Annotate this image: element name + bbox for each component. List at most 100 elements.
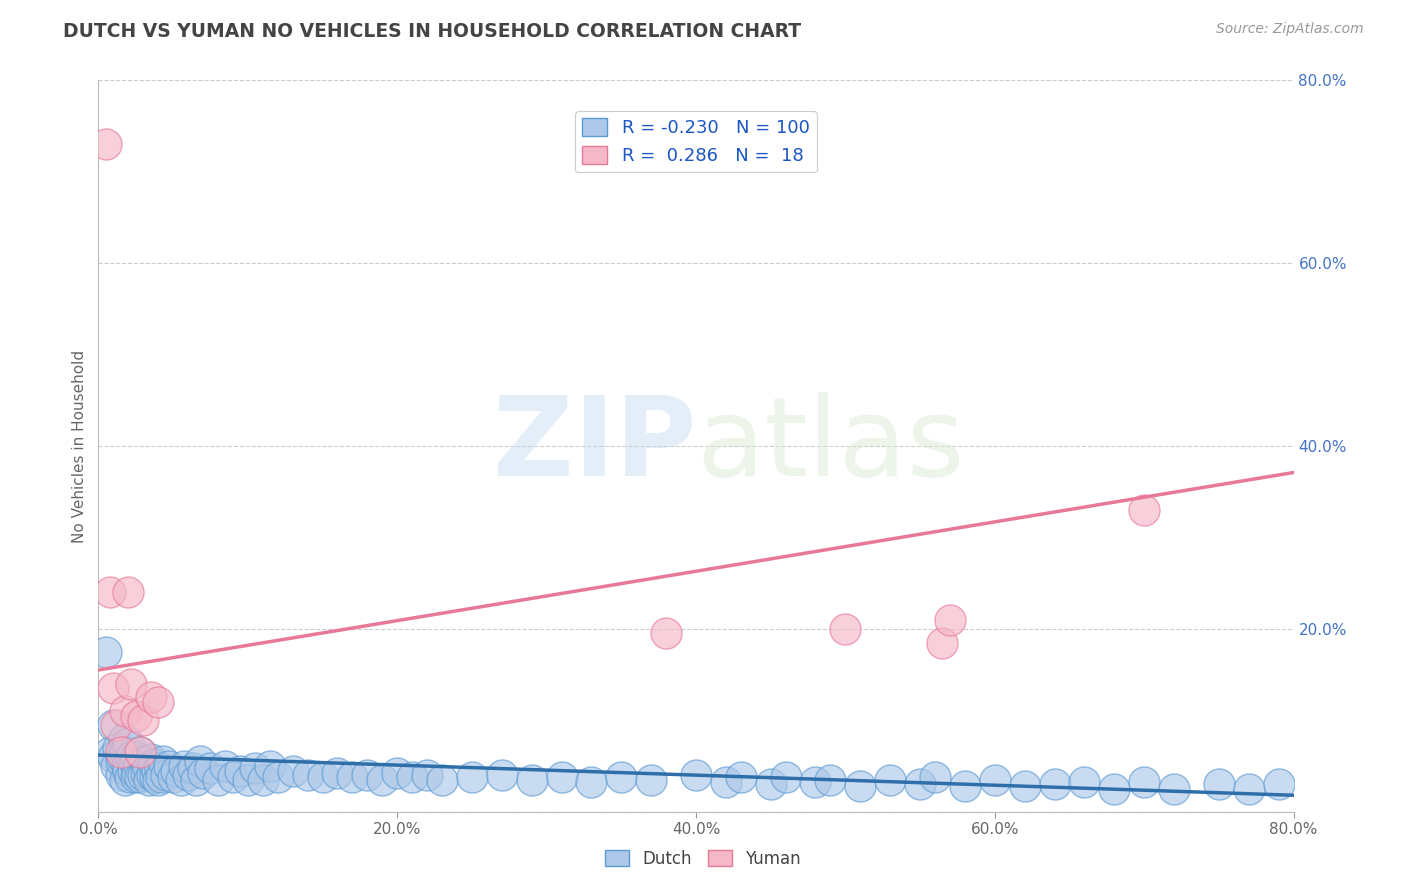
Point: [326, 766, 349, 780]
Point: [105, 718, 128, 732]
Point: [520, 772, 543, 787]
Point: [152, 755, 174, 769]
Point: [121, 764, 143, 778]
Point: [984, 772, 1007, 787]
Point: [252, 772, 274, 787]
Point: [129, 745, 152, 759]
Point: [267, 770, 290, 784]
Point: [132, 768, 155, 782]
Point: [245, 761, 267, 775]
Point: [124, 755, 146, 769]
Point: [1073, 775, 1095, 789]
Point: [1267, 777, 1289, 791]
Point: [401, 770, 423, 784]
Point: [297, 768, 319, 782]
Point: [149, 761, 172, 775]
Point: [138, 772, 160, 787]
Point: [1163, 781, 1185, 796]
Point: [1133, 775, 1156, 789]
Point: [98, 745, 122, 759]
Point: [110, 755, 132, 769]
Point: [730, 770, 752, 784]
Point: [849, 779, 872, 793]
Text: atlas: atlas: [696, 392, 965, 500]
Point: [169, 772, 191, 787]
Point: [103, 749, 125, 764]
Point: [94, 645, 117, 659]
Legend: R = -0.230   N = 100, R =  0.286   N =  18: R = -0.230 N = 100, R = 0.286 N = 18: [575, 112, 817, 172]
Point: [125, 749, 148, 764]
Point: [655, 626, 678, 640]
Point: [834, 622, 856, 636]
Legend: Dutch, Yuman: Dutch, Yuman: [599, 844, 807, 875]
Point: [385, 766, 409, 780]
Point: [177, 768, 200, 782]
Point: [148, 695, 170, 709]
Point: [1104, 781, 1126, 796]
Point: [229, 764, 252, 778]
Point: [103, 718, 125, 732]
Point: [134, 755, 156, 769]
Point: [105, 759, 128, 773]
Point: [759, 777, 782, 791]
Point: [714, 775, 737, 789]
Point: [879, 772, 901, 787]
Point: [581, 775, 603, 789]
Point: [157, 759, 180, 773]
Point: [820, 772, 842, 787]
Point: [1237, 781, 1260, 796]
Point: [139, 752, 162, 766]
Point: [141, 768, 163, 782]
Point: [150, 770, 173, 784]
Point: [1133, 503, 1156, 517]
Point: [120, 676, 142, 690]
Point: [165, 764, 187, 778]
Point: [311, 770, 333, 784]
Point: [640, 772, 662, 787]
Point: [139, 690, 162, 705]
Point: [145, 764, 167, 778]
Point: [114, 772, 136, 787]
Point: [1043, 777, 1066, 791]
Point: [98, 585, 122, 599]
Point: [342, 770, 364, 784]
Point: [110, 745, 132, 759]
Point: [125, 770, 148, 784]
Text: ZIP: ZIP: [492, 392, 696, 500]
Point: [118, 770, 141, 784]
Y-axis label: No Vehicles in Household: No Vehicles in Household: [72, 350, 87, 542]
Point: [115, 759, 138, 773]
Point: [173, 759, 195, 773]
Point: [953, 779, 976, 793]
Point: [430, 772, 453, 787]
Point: [142, 757, 165, 772]
Point: [222, 770, 245, 784]
Point: [143, 770, 166, 784]
Text: DUTCH VS YUMAN NO VEHICLES IN HOUSEHOLD CORRELATION CHART: DUTCH VS YUMAN NO VEHICLES IN HOUSEHOLD …: [63, 22, 801, 41]
Point: [132, 714, 155, 728]
Point: [188, 755, 211, 769]
Point: [110, 768, 132, 782]
Point: [114, 745, 136, 759]
Point: [162, 770, 184, 784]
Point: [117, 585, 139, 599]
Point: [117, 736, 139, 750]
Point: [259, 759, 281, 773]
Point: [200, 761, 222, 775]
Point: [685, 768, 707, 782]
Point: [125, 708, 148, 723]
Point: [550, 770, 572, 784]
Point: [371, 772, 394, 787]
Text: Source: ZipAtlas.com: Source: ZipAtlas.com: [1216, 22, 1364, 37]
Point: [610, 770, 633, 784]
Point: [214, 759, 236, 773]
Point: [129, 745, 152, 759]
Point: [155, 768, 177, 782]
Point: [191, 766, 214, 780]
Point: [136, 761, 159, 775]
Point: [1014, 779, 1036, 793]
Point: [775, 770, 797, 784]
Point: [281, 764, 304, 778]
Point: [356, 768, 378, 782]
Point: [112, 731, 135, 746]
